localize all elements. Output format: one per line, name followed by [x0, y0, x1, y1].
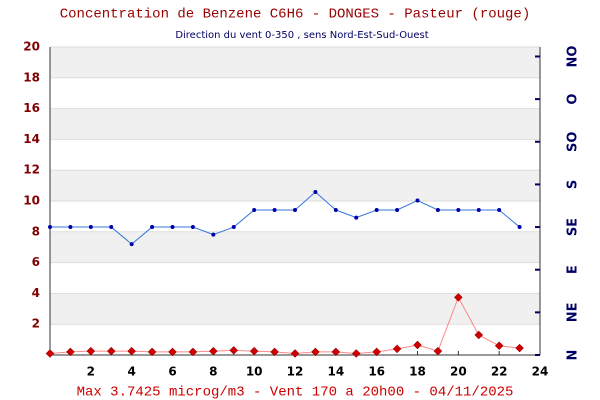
point: [45, 349, 55, 358]
point: [313, 189, 318, 194]
point: [515, 343, 524, 353]
chart-subtitle: Direction du vent 0-350 , sens Nord-Est-…: [175, 30, 428, 41]
point: [272, 208, 277, 213]
point: [48, 225, 52, 230]
point: [211, 232, 216, 237]
y-tick-label: 18: [23, 70, 40, 84]
y-tick-label: 10: [23, 194, 40, 208]
point: [415, 198, 420, 203]
point: [208, 346, 218, 356]
x-tick-label: 16: [368, 365, 385, 379]
point: [476, 208, 481, 213]
point: [474, 330, 484, 340]
point: [374, 208, 379, 213]
point: [188, 347, 198, 357]
x-tick-label: 2: [87, 365, 95, 379]
point: [129, 242, 134, 247]
point: [351, 349, 361, 358]
x-tick-label: 14: [327, 365, 344, 379]
point: [331, 347, 341, 357]
y-tick-label: 20: [23, 40, 40, 54]
y2-tick-label: S: [566, 180, 581, 189]
point: [229, 346, 239, 355]
point: [290, 349, 300, 358]
point: [293, 208, 297, 213]
point: [86, 346, 96, 356]
y-tick-label: 4: [32, 286, 40, 300]
grid-band: [50, 47, 540, 78]
x-tick-label: 6: [168, 365, 176, 379]
y2-tick-label: NE: [566, 302, 581, 322]
point: [392, 344, 402, 354]
y2-tick-label: NO: [566, 46, 581, 68]
grid-band: [50, 170, 540, 201]
x-tick-label: 20: [450, 365, 467, 379]
point: [435, 208, 440, 213]
point: [106, 346, 116, 356]
point: [66, 347, 75, 357]
point: [354, 215, 359, 220]
point: [252, 208, 257, 213]
x-tick-label: 10: [246, 365, 263, 379]
point: [413, 340, 422, 350]
point: [127, 346, 137, 356]
x-tick-label: 24: [532, 365, 549, 379]
point: [395, 208, 400, 213]
y2-tick-label: E: [566, 265, 581, 274]
y-tick-label: 2: [32, 317, 40, 331]
point: [88, 225, 93, 230]
chart-title: Concentration de Benzene C6H6 - DONGES -…: [60, 7, 530, 23]
x-tick-label: 4: [127, 365, 135, 379]
y-tick-label: 14: [23, 132, 40, 146]
y-tick-label: 8: [32, 224, 40, 238]
point: [453, 293, 463, 302]
point: [231, 225, 236, 230]
point: [150, 225, 155, 230]
point: [168, 347, 177, 357]
point: [109, 225, 114, 230]
point: [372, 347, 382, 357]
point: [456, 208, 461, 213]
y-tick-label: 16: [23, 101, 40, 115]
point: [147, 347, 157, 357]
y2-tick-label: O: [566, 94, 581, 105]
point: [497, 208, 502, 213]
y-tick-label: 12: [23, 163, 40, 177]
point: [170, 225, 175, 230]
point: [433, 346, 443, 356]
point: [311, 347, 320, 357]
series-line: [50, 191, 520, 245]
x-tick-label: 22: [491, 365, 508, 379]
point: [190, 225, 195, 230]
grid-band: [50, 231, 540, 263]
point: [249, 346, 259, 356]
grid-band: [50, 108, 540, 140]
y2-tick-label: SO: [566, 132, 581, 152]
grid-band: [50, 293, 540, 325]
y2-tick-label: N: [566, 350, 581, 361]
point: [517, 225, 522, 230]
point: [270, 347, 279, 357]
y-tick-label: 6: [32, 255, 40, 269]
x-tick-label: 8: [209, 365, 217, 379]
point: [333, 208, 338, 213]
y2-tick-label: SE: [566, 218, 581, 236]
point: [68, 225, 73, 230]
x-tick-label: 18: [409, 365, 426, 379]
point: [494, 341, 504, 351]
chart-footer: Max 3.7425 microg/m3 - Vent 170 a 20h00 …: [77, 385, 514, 400]
x-tick-label: 12: [287, 365, 304, 379]
